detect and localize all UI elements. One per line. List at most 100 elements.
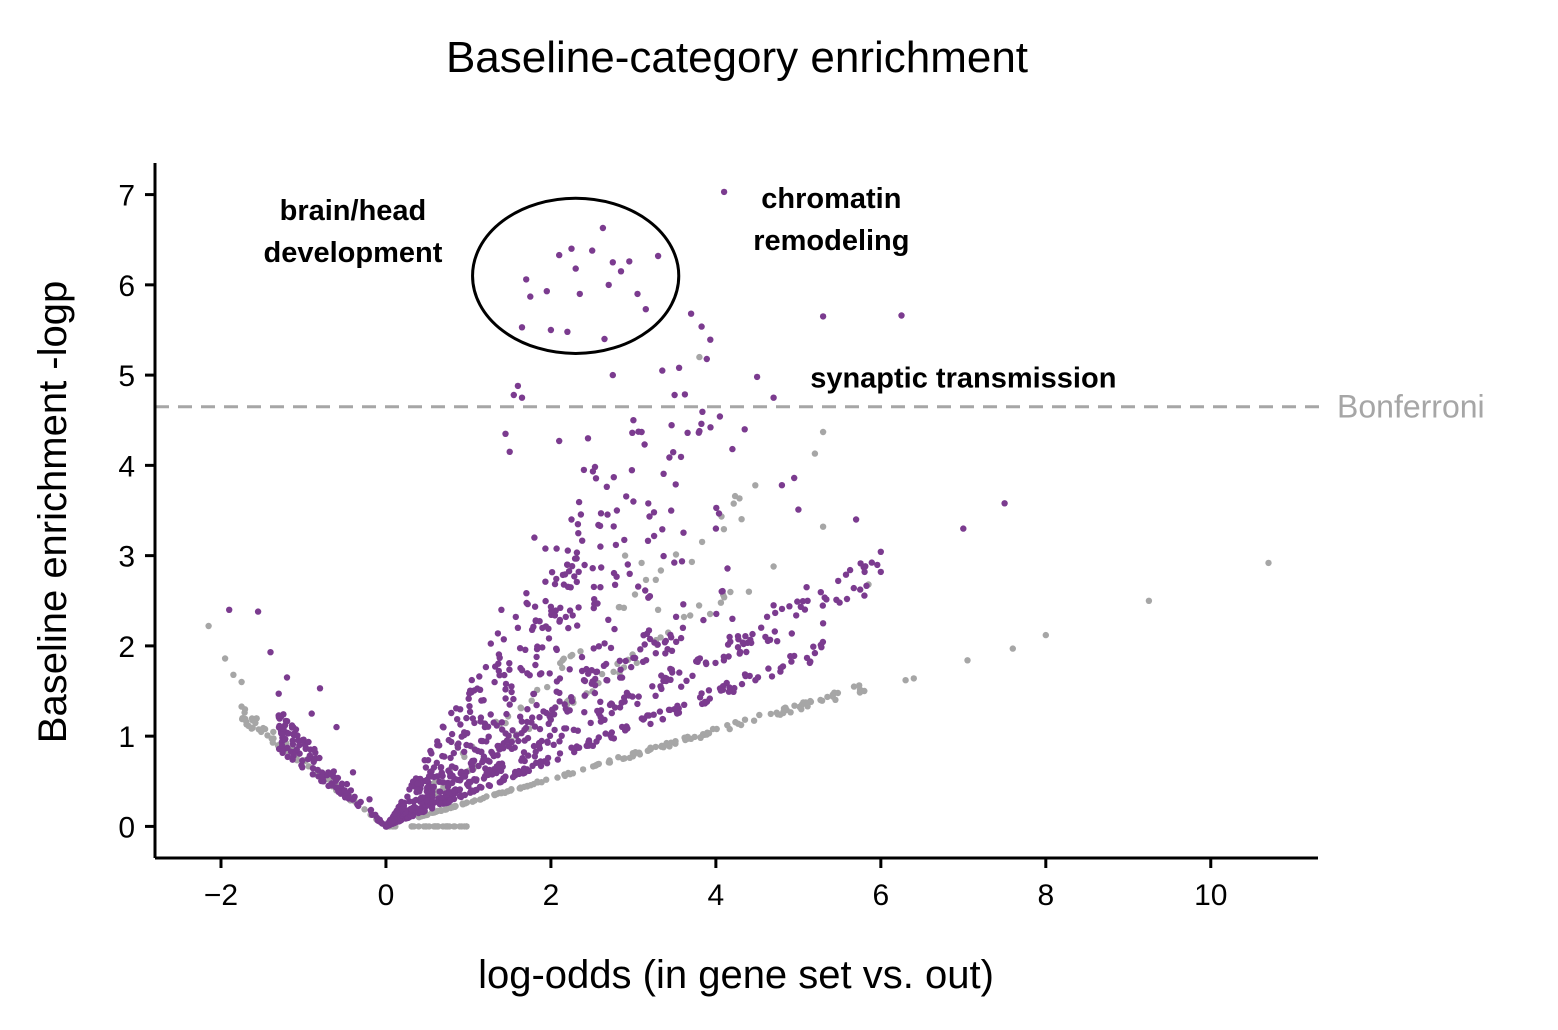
purple-point: [725, 653, 732, 660]
purple-point: [549, 706, 556, 713]
purple-point: [547, 326, 555, 334]
grey-point: [561, 771, 568, 778]
purple-point: [267, 649, 274, 656]
purple-point: [626, 258, 633, 265]
purple-point: [799, 598, 807, 605]
grey-point: [534, 779, 542, 786]
purple-point: [508, 688, 515, 696]
purple-point: [226, 606, 233, 613]
purple-point: [467, 687, 474, 694]
purple-point: [595, 643, 603, 650]
purple-point: [819, 638, 827, 646]
purple-point: [448, 763, 456, 770]
purple-point: [698, 323, 705, 330]
purple-point: [645, 500, 652, 507]
grey-point: [410, 823, 418, 830]
purple-point: [700, 616, 707, 624]
purple-point: [477, 737, 485, 745]
highlight-ellipse: [471, 196, 681, 355]
purple-point: [739, 639, 746, 646]
purple-point: [734, 633, 742, 640]
purple-point: [770, 394, 777, 401]
purple-point: [617, 674, 624, 681]
purple-point: [503, 737, 511, 744]
grey-point: [770, 563, 777, 570]
purple-point: [580, 466, 588, 474]
purple-point: [598, 564, 605, 571]
purple-point: [678, 558, 686, 565]
y-tick-label: 3: [118, 541, 135, 574]
purple-point: [659, 367, 666, 374]
purple-point: [509, 773, 517, 781]
purple-point: [463, 714, 470, 722]
purple-point: [550, 741, 557, 748]
purple-point: [490, 719, 497, 726]
grey-point: [818, 697, 826, 704]
purple-point: [576, 290, 583, 298]
grey-point: [684, 733, 691, 741]
purple-point: [530, 742, 538, 750]
purple-point: [444, 783, 452, 790]
purple-point: [461, 773, 468, 780]
purple-point: [575, 604, 582, 611]
grey-point: [626, 754, 633, 761]
purple-point: [594, 707, 601, 715]
purple-point: [445, 789, 453, 796]
purple-point: [455, 740, 462, 747]
purple-point: [513, 732, 520, 739]
purple-point: [281, 722, 289, 729]
grey-point: [589, 763, 597, 770]
purple-point: [673, 710, 681, 717]
purple-point: [610, 474, 617, 481]
purple-point: [354, 801, 361, 808]
grey-point: [205, 622, 212, 630]
purple-point: [589, 565, 596, 572]
purple-point: [683, 677, 690, 684]
grey-point: [652, 576, 659, 583]
purple-point: [524, 706, 531, 713]
purple-point: [591, 596, 598, 603]
purple-point: [623, 493, 630, 500]
x-axis-label: log-odds (in gene set vs. out): [478, 953, 994, 997]
grey-point: [824, 693, 831, 701]
purple-point: [703, 660, 710, 668]
purple-point: [638, 715, 645, 722]
purple-point: [571, 573, 578, 580]
grey-point: [850, 683, 858, 690]
purple-point: [753, 373, 761, 381]
purple-point: [296, 742, 303, 749]
purple-point: [634, 290, 641, 298]
purple-point: [656, 708, 664, 715]
purple-point: [470, 788, 477, 795]
purple-point: [502, 680, 510, 688]
purple-point: [427, 747, 434, 755]
purple-point: [650, 532, 658, 540]
grey-point: [1042, 631, 1050, 639]
purple-point: [533, 701, 540, 709]
annotation-line: chromatin: [761, 183, 901, 215]
annotation-line: remodeling: [753, 225, 909, 257]
grey-point: [252, 719, 259, 727]
purple-point: [641, 641, 648, 648]
purple-point: [480, 697, 487, 704]
grey-point: [727, 588, 734, 596]
x-tick-label: 10: [1194, 879, 1227, 912]
purple-point: [645, 712, 653, 719]
purple-point: [729, 445, 736, 453]
purple-point: [299, 757, 306, 764]
purple-point: [600, 662, 608, 669]
purple-point: [439, 723, 446, 730]
y-axis-ticks: 0 1 2 3 4 5 6 7: [118, 180, 155, 844]
purple-point: [807, 658, 814, 665]
y-tick-label: 4: [118, 450, 135, 483]
purple-point: [772, 609, 779, 617]
purple-point: [469, 766, 476, 773]
grey-point: [695, 602, 703, 609]
purple-point: [795, 506, 802, 513]
purple-point: [607, 644, 615, 652]
y-axis-label: Baseline enrichment -logp: [31, 281, 75, 743]
purple-point: [684, 429, 691, 436]
purple-point: [573, 578, 580, 586]
purple-point: [644, 537, 652, 544]
annotation-label: synaptic transmission: [810, 363, 1116, 395]
